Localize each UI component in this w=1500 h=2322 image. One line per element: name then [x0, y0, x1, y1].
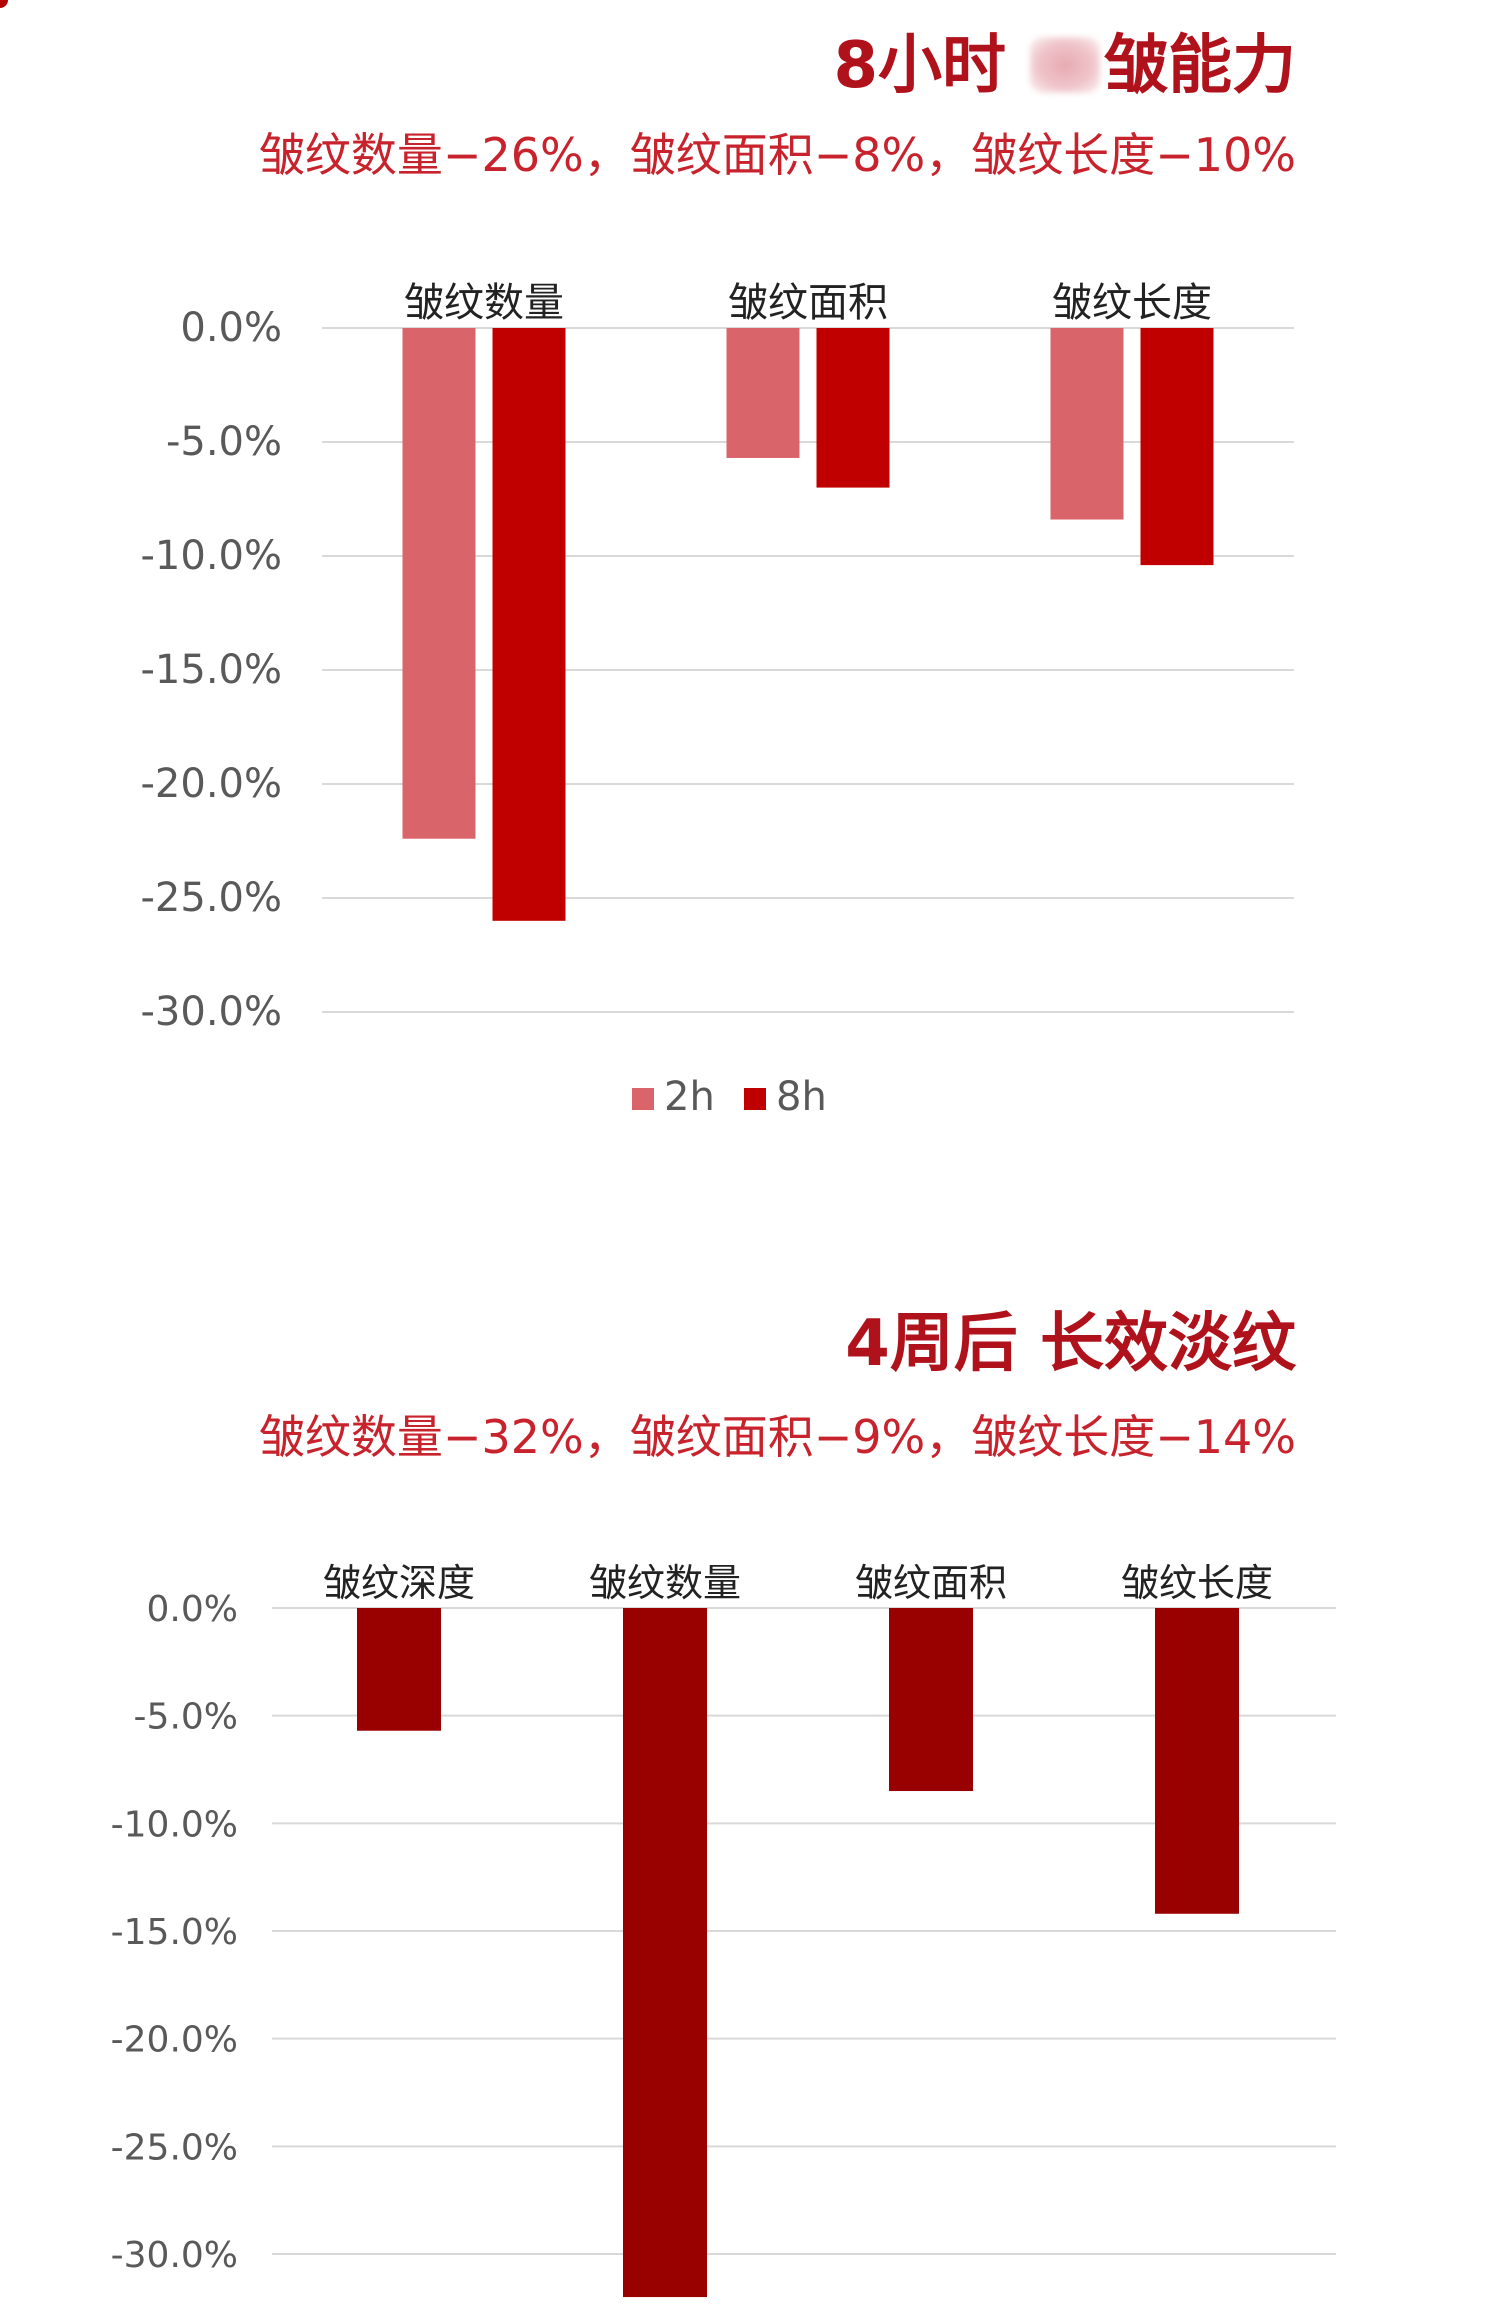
bar: [889, 1608, 973, 1792]
y-tick-label: 0.0%: [147, 1589, 238, 1630]
y-tick-label: 0.0%: [180, 305, 282, 351]
bar: [492, 328, 566, 921]
bar: [1050, 328, 1124, 520]
y-tick-label: -25.0%: [140, 875, 282, 921]
bar: [623, 1608, 707, 2298]
chart-8-hour: 0.0% -5.0% -10.0% -15.0% -20.0% -25.0% -30.0% 皱…: [140, 280, 1294, 1120]
bar: [1140, 328, 1214, 566]
category-label: 皱纹深度: [323, 1561, 475, 1605]
bar: [402, 328, 476, 839]
panel-1-title: 8小时 皱能力: [833, 34, 1296, 98]
y-tick-label: -10.0%: [140, 533, 282, 579]
title-prefix: 8小时: [833, 29, 1006, 103]
legend-label: 8h: [776, 1074, 827, 1120]
y-tick-label: -30.0%: [111, 2235, 238, 2276]
y-tick-label: -5.0%: [134, 1697, 238, 1738]
chart-4-week: 0.0% -5.0% -10.0% -15.0% -20.0% -25.0% -30.0% 皱…: [111, 1561, 1336, 2298]
bar: [1155, 1608, 1239, 1914]
category-label: 皱纹面积: [855, 1561, 1007, 1605]
y-tick-label: -20.0%: [140, 761, 282, 807]
panel-2-title: 4周后 长效淡纹: [845, 1307, 1296, 1381]
y-tick-label: -20.0%: [111, 2020, 238, 2061]
legend-swatch: [632, 1088, 654, 1110]
y-tick-label: -25.0%: [111, 2127, 238, 2168]
category-label: 皱纹数量: [589, 1561, 741, 1605]
blurred-word-patch: [1030, 37, 1100, 93]
corner-mark: [0, 0, 8, 8]
y-tick-label: -10.0%: [111, 1804, 238, 1845]
panel-1-subtitle: 皱纹数量−26%，皱纹面积−8%，皱纹长度−10%: [258, 128, 1296, 182]
title-suffix: 皱能力: [1104, 29, 1296, 103]
panel-4-week: 4周后 长效淡纹 皱纹数量−32%，皱纹面积−9%，皱纹长度−14% 0.0% -…: [0, 1290, 1500, 2322]
legend-label: 2h: [664, 1074, 715, 1120]
bar: [357, 1608, 441, 1731]
y-tick-label: -15.0%: [140, 647, 282, 693]
bar: [816, 328, 890, 488]
legend-swatch: [744, 1088, 766, 1110]
y-tick-label: -15.0%: [111, 1912, 238, 1953]
panel-8-hour: 8小时 皱能力 皱纹数量−26%，皱纹面积−8%，皱纹长度−10% 0.0% -5.…: [140, 34, 1296, 1120]
y-tick-label: -5.0%: [166, 419, 282, 465]
category-label: 皱纹面积: [728, 280, 888, 326]
y-tick-label: -30.0%: [140, 989, 282, 1035]
category-label: 皱纹数量: [404, 280, 564, 326]
category-label: 皱纹长度: [1121, 1561, 1273, 1605]
bar: [726, 328, 800, 458]
category-label: 皱纹长度: [1052, 280, 1212, 326]
panel-2-subtitle: 皱纹数量−32%，皱纹面积−9%，皱纹长度−14%: [258, 1410, 1296, 1464]
